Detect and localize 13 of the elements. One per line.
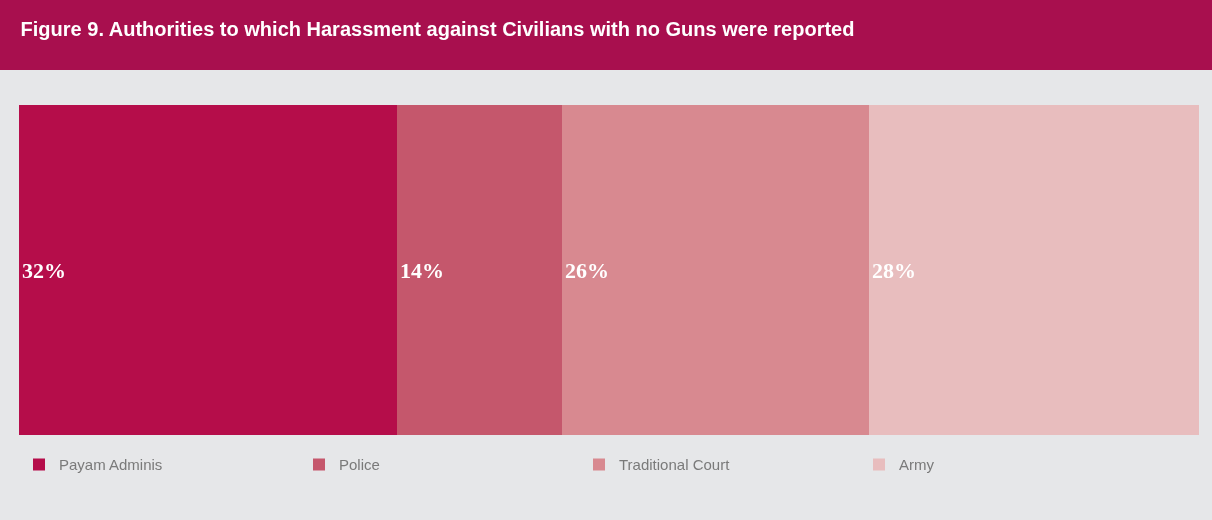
legend-label: Payam Adminis [59, 456, 163, 474]
data-label: 32% [22, 257, 66, 283]
bar [397, 105, 562, 435]
bar [19, 105, 397, 435]
legend-label: Army [899, 456, 935, 474]
legend-label: Traditional Court [619, 456, 731, 474]
legend-label: Police [339, 456, 380, 474]
data-label: 14% [400, 257, 444, 283]
chart-title: Figure 9. Authorities to which Harassment against Civilians with no Guns were reported [20, 17, 855, 40]
bar [562, 105, 869, 435]
data-label: 26% [565, 257, 609, 283]
bar [869, 105, 1199, 435]
data-label: 28% [872, 257, 916, 283]
